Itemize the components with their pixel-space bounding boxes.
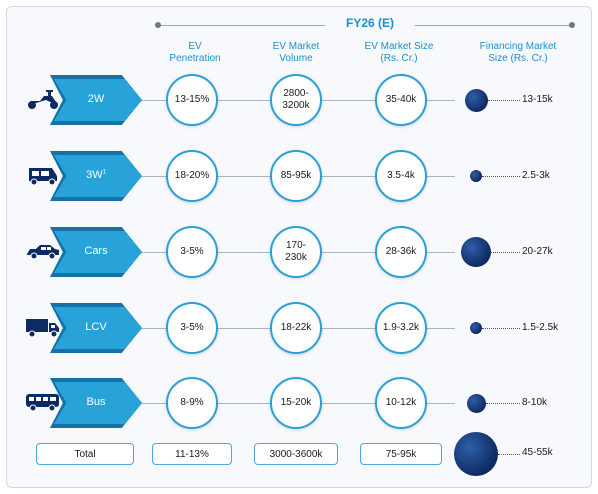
total-size: 75-95k [360,443,442,465]
financing-leader-lcv [482,328,520,329]
size-circle-2w: 35-40k [375,74,427,126]
segment-label-2w: 2W [87,93,105,105]
segment-chevron-cars [54,231,142,273]
volume-circle-cars: 170- 230k [270,226,322,278]
financing-value-lcv: 1.5-2.5k [522,322,559,333]
penetration-value-3w: 18-20% [174,170,210,181]
total-volume: 3000-3600k [254,443,338,465]
size-circle-lcv: 1.9-3.2k [375,302,427,354]
volume-value-3w: 85-95k [280,170,312,181]
penetration-value-lcv: 3-5% [180,322,204,333]
size-value-cars: 28-36k [385,246,417,257]
financing-leader-cars [491,252,520,253]
segment-chevron-2w [54,79,142,121]
segment-chevron-bus [54,382,142,424]
penetration-circle-cars: 3-5% [166,226,218,278]
penetration-circle-bus: 8-9% [166,377,218,429]
col-head-penetration: EV Penetration [169,41,221,64]
total-financing-bubble [454,432,498,476]
col-head-financing: Financing Market Size (Rs. Cr.) [479,41,557,64]
segment-label-3w: 3W1 [86,169,106,181]
financing-leader-bus [485,403,520,404]
car-icon [24,240,62,262]
volume-circle-bus: 15-20k [270,377,322,429]
size-value-2w: 35-40k [385,94,417,105]
financing-leader-2w [487,100,520,101]
financing-bubble-3w [470,170,482,182]
total-penetration: 11-13% [152,443,232,465]
total-financing-leader [498,454,520,455]
segment-chevron-3w [54,155,142,197]
financing-value-cars: 20-27k [522,246,553,257]
financing-bubble-lcv [470,322,482,334]
financing-value-3w: 2.5-3k [522,170,550,181]
total-financing-value: 45-55k [522,447,553,458]
segment-label-lcv: LCV [85,321,107,333]
financing-bubble-bus [466,393,486,413]
size-circle-cars: 28-36k [375,226,427,278]
volume-value-2w: 2800- 3200k [282,88,310,111]
size-circle-bus: 10-12k [375,377,427,429]
penetration-circle-lcv: 3-5% [166,302,218,354]
penetration-circle-2w: 13-15% [166,74,218,126]
penetration-value-bus: 8-9% [180,397,204,408]
col-head-size: EV Market Size (Rs. Cr.) [364,41,434,64]
size-circle-3w: 3.5-4k [375,150,427,202]
header-rule-dot-right [569,22,575,28]
segment-chevron-lcv [54,307,142,349]
header-rule-dot-left [155,22,161,28]
penetration-circle-3w: 18-20% [166,150,218,202]
financing-value-bus: 8-10k [522,397,548,408]
size-value-bus: 10-12k [385,397,417,408]
bus-icon [24,391,62,413]
volume-circle-lcv: 18-22k [270,302,322,354]
volume-value-cars: 170- 230k [285,240,307,263]
financing-value-2w: 13-15k [522,94,553,105]
volume-circle-3w: 85-95k [270,150,322,202]
total-label: Total [36,443,134,465]
scooter-icon [24,88,62,110]
segment-footnote-3w: 1 [102,169,106,176]
financing-bubble-2w [464,88,488,112]
penetration-value-cars: 3-5% [180,246,204,257]
segment-label-bus: Bus [86,396,106,408]
size-value-3w: 3.5-4k [387,170,415,181]
truck-icon [24,316,62,338]
volume-circle-2w: 2800- 3200k [270,74,322,126]
size-value-lcv: 1.9-3.2k [382,322,420,333]
fiscal-year-title: FY26 (E) [325,16,415,30]
penetration-value-2w: 13-15% [174,94,210,105]
col-head-volume: EV Market Volume [272,41,320,64]
segment-label-cars: Cars [84,245,108,257]
volume-value-lcv: 18-22k [280,322,312,333]
auto-rickshaw-icon [24,164,62,186]
financing-leader-3w [482,176,520,177]
volume-value-bus: 15-20k [280,397,312,408]
financing-bubble-cars [461,237,491,267]
